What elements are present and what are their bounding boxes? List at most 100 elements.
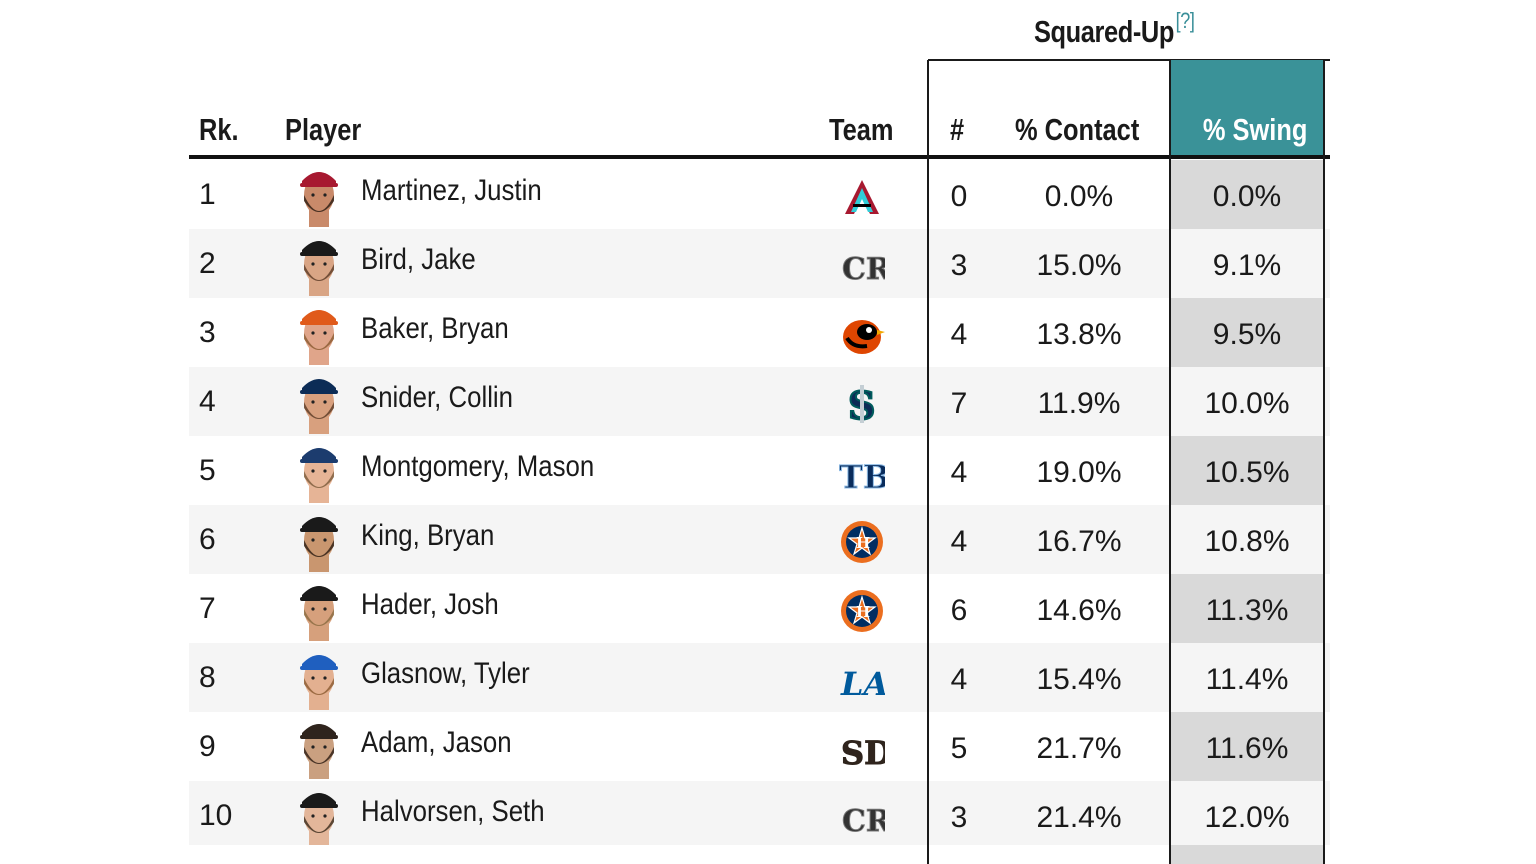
- swing-pct-cell: 10.0%: [1204, 387, 1290, 420]
- player-name-link[interactable]: Snider, Collin: [361, 381, 514, 414]
- header-rule: [189, 155, 1330, 159]
- rays-logo-icon[interactable]: TB: [839, 450, 891, 497]
- table-row: 7 Hader, Josh H 6 14.6% 11.3%: [189, 574, 1330, 643]
- swing-pct-cell: 9.1%: [1212, 249, 1282, 282]
- contact-pct-cell: 15.4%: [1036, 663, 1122, 696]
- table-row: 3 Baker, Bryan 4 13.8% 9.5%: [189, 298, 1330, 367]
- header-team[interactable]: Team: [829, 112, 894, 147]
- count-cell: 4: [950, 318, 968, 351]
- player-name-link[interactable]: Montgomery, Mason: [361, 450, 595, 483]
- swing-header-background: [1170, 60, 1324, 156]
- avatar: [297, 717, 341, 779]
- orioles-logo-icon[interactable]: [839, 312, 885, 358]
- avatar: [297, 786, 341, 845]
- astros-logo-icon[interactable]: H: [839, 519, 885, 565]
- player-name-link[interactable]: Hader, Josh: [361, 588, 499, 621]
- table-row: 10 Halvorsen, Seth CR 3 21.4% 12.0%: [189, 781, 1330, 845]
- rank-cell: 10: [199, 799, 233, 832]
- count-cell: 0: [950, 180, 968, 213]
- count-cell: 3: [950, 249, 968, 282]
- table-row: 8 Glasnow, Tyler LA 4 15.4% 11.4%: [189, 643, 1330, 712]
- diamondbacks-logo-icon[interactable]: [839, 174, 885, 220]
- swing-pct-cell: 12.0%: [1204, 801, 1290, 834]
- astros-logo-icon[interactable]: H: [839, 588, 885, 634]
- contact-pct-cell: 14.6%: [1036, 594, 1122, 627]
- column-divider-mid: [1169, 60, 1171, 864]
- rockies-logo-icon[interactable]: CR: [839, 795, 893, 841]
- rank-cell: 7: [199, 592, 216, 625]
- contact-pct-cell: 21.7%: [1036, 732, 1122, 765]
- rank-cell: 3: [199, 316, 216, 349]
- avatar: [297, 165, 341, 227]
- player-name-link[interactable]: Glasnow, Tyler: [361, 657, 530, 690]
- count-cell: 5: [950, 732, 968, 765]
- player-name-link[interactable]: Bird, Jake: [361, 243, 476, 276]
- header-contact[interactable]: % Contact: [1015, 112, 1140, 147]
- table-row: 4 Snider, Collin S 7 11.9% 10.0%: [189, 367, 1330, 436]
- contact-pct-cell: 16.7%: [1036, 525, 1122, 558]
- avatar: [297, 510, 341, 572]
- avatar: [297, 372, 341, 434]
- padres-logo-icon[interactable]: SD: [839, 726, 893, 773]
- swing-pct-cell: 0.0%: [1212, 180, 1282, 213]
- rockies-logo-icon[interactable]: CR: [839, 243, 893, 289]
- table-row: 6 King, Bryan H 4 16.7% 10.8%: [189, 505, 1330, 574]
- contact-pct-cell: 15.0%: [1036, 249, 1122, 282]
- avatar: [297, 579, 341, 641]
- rank-cell: 8: [199, 661, 216, 694]
- rank-cell: 5: [199, 454, 216, 487]
- svg-text:H: H: [856, 603, 870, 621]
- rank-cell: 1: [199, 178, 216, 211]
- header-rank[interactable]: Rk.: [199, 112, 239, 147]
- dodgers-logo-icon[interactable]: LA: [839, 657, 888, 703]
- swing-pct-cell: 11.3%: [1205, 594, 1289, 627]
- svg-text:LA: LA: [840, 665, 885, 703]
- header-count[interactable]: #: [950, 112, 965, 147]
- contact-pct-cell: 11.9%: [1037, 387, 1121, 420]
- contact-pct-cell: 13.8%: [1036, 318, 1122, 351]
- player-name-link[interactable]: Baker, Bryan: [361, 312, 509, 345]
- header-swing[interactable]: % Swing: [1202, 112, 1308, 147]
- player-name-link[interactable]: King, Bryan: [361, 519, 495, 552]
- avatar: [297, 648, 341, 710]
- avatar: [297, 441, 341, 503]
- table-row: 5 Montgomery, Mason TB 4 19.0% 10.5%: [189, 436, 1330, 505]
- swing-pct-cell: 10.5%: [1204, 456, 1290, 489]
- swing-pct-cell: 11.6%: [1205, 732, 1289, 765]
- player-name-link[interactable]: Adam, Jason: [361, 726, 512, 759]
- help-link[interactable]: [?]: [1175, 8, 1195, 33]
- svg-text:CR: CR: [842, 804, 885, 839]
- mariners-logo-icon[interactable]: S: [839, 381, 885, 429]
- player-name-link[interactable]: Halvorsen, Seth: [361, 795, 545, 828]
- count-cell: 6: [950, 594, 968, 627]
- group-divider: [928, 59, 1330, 61]
- swing-pct-cell: 10.8%: [1204, 525, 1290, 558]
- svg-text:H: H: [856, 534, 870, 552]
- player-name-link[interactable]: Martinez, Justin: [361, 174, 542, 207]
- group-title-text: Squared-Up: [1034, 14, 1174, 49]
- avatar: [297, 303, 341, 365]
- header-player[interactable]: Player: [285, 112, 362, 147]
- count-cell: 7: [950, 387, 968, 420]
- contact-pct-cell: 19.0%: [1036, 456, 1122, 489]
- count-cell: 4: [950, 456, 968, 489]
- rank-cell: 4: [199, 385, 216, 418]
- column-divider-right: [1323, 60, 1325, 864]
- rank-cell: 9: [199, 730, 216, 763]
- rank-cell: 6: [199, 523, 216, 556]
- column-divider-left: [927, 60, 929, 864]
- svg-text:CR: CR: [842, 252, 885, 287]
- count-cell: 4: [950, 525, 968, 558]
- count-cell: 3: [950, 801, 968, 834]
- group-title: Squared-Up[?]: [1034, 8, 1195, 50]
- swing-pct-cell: 9.5%: [1212, 318, 1282, 351]
- rank-cell: 2: [199, 247, 216, 280]
- table-row: 1 Martinez, Justin 0 0.0% 0.0%: [189, 160, 1330, 229]
- svg-text:SD: SD: [841, 734, 885, 772]
- table-row: 9 Adam, Jason SD 5 21.7% 11.6%: [189, 712, 1330, 781]
- swing-pct-cell: 11.4%: [1205, 663, 1289, 696]
- table-row: 2 Bird, Jake CR 3 15.0% 9.1%: [189, 229, 1330, 298]
- svg-text:TB: TB: [839, 458, 885, 496]
- contact-pct-cell: 0.0%: [1044, 180, 1114, 213]
- count-cell: 4: [950, 663, 968, 696]
